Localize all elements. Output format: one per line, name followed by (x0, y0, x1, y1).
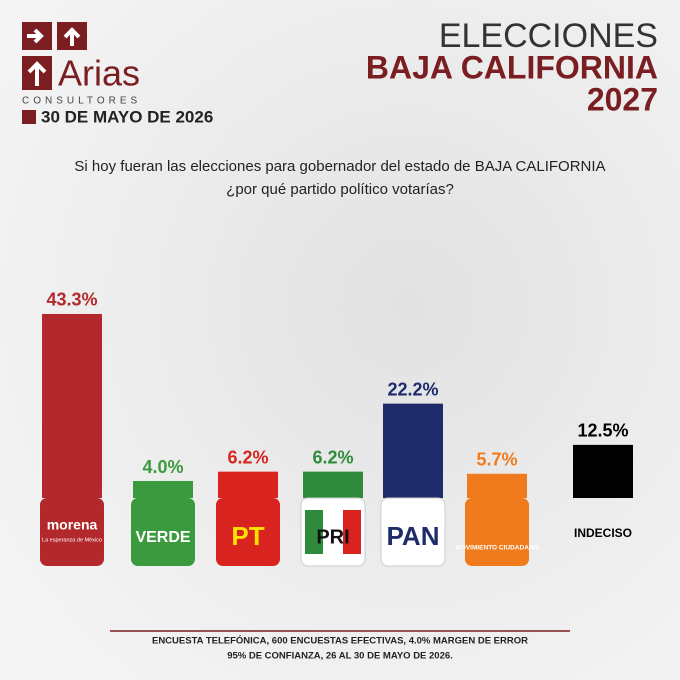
value-label: 5.7% (476, 450, 517, 470)
value-label: 43.3% (46, 290, 97, 310)
logo-stripe (305, 510, 323, 554)
header-line2: BAJA CALIFORNIA (366, 49, 658, 85)
bar (42, 313, 102, 498)
date: 30 DE MAYO DE 2026 (41, 107, 213, 126)
category-label: morena (47, 517, 98, 533)
footer-line2: 95% DE CONFIANZA, 26 AL 30 DE MAYO DE 20… (227, 651, 453, 662)
party-logo (40, 498, 104, 566)
bar (303, 471, 363, 498)
bar (133, 481, 193, 498)
bar (573, 444, 633, 498)
party-logo (216, 498, 280, 566)
brand-logo (22, 22, 87, 90)
value-label: 6.2% (312, 447, 353, 467)
brand-name: Arias (58, 53, 140, 94)
party-logo (380, 497, 446, 567)
question-line2: ¿por qué partido político votarías? (226, 181, 454, 198)
category-label: VERDE (135, 529, 190, 546)
header-line3: 2027 (587, 81, 658, 117)
category-label: PRI (316, 526, 349, 548)
value-label: 12.5% (577, 421, 628, 441)
bar (383, 403, 443, 498)
footer-line1: ENCUESTA TELEFÓNICA, 600 ENCUESTAS EFECT… (152, 635, 528, 647)
category-label: PT (231, 521, 264, 551)
category-tagline: La esperanza de México (42, 537, 102, 543)
logo-stripe (343, 510, 361, 554)
category-label: PAN (387, 521, 440, 551)
question-line1: Si hoy fueran las elecciones para gobern… (74, 158, 605, 175)
category-label: MOVIMIENTO CIUDADANO (455, 545, 538, 552)
bar (218, 471, 278, 498)
category-label: INDECISO (574, 526, 632, 540)
bar (467, 473, 527, 498)
value-label: 22.2% (387, 379, 438, 399)
party-logo (465, 498, 529, 566)
date-bullet (22, 110, 36, 124)
value-label: 4.0% (142, 457, 183, 477)
header-line1: ELECCIONES (439, 17, 658, 55)
brand-subtitle: CONSULTORES (22, 96, 141, 107)
party-logo (131, 498, 195, 566)
value-label: 6.2% (227, 447, 268, 467)
